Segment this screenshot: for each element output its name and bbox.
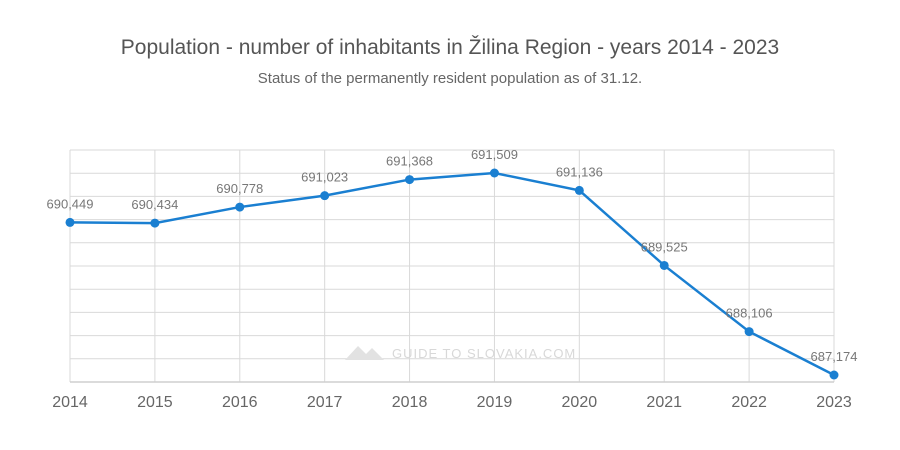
data-label: 690,778: [216, 181, 263, 196]
data-label: 687,174: [811, 349, 858, 364]
x-tick-label: 2017: [307, 394, 343, 411]
data-point: [65, 217, 75, 227]
x-tick-label: 2018: [392, 394, 428, 411]
data-point: [320, 191, 330, 201]
watermark: GUIDE TO SLOVAKIA.COM: [345, 346, 576, 361]
x-tick-label: 2023: [816, 394, 852, 411]
x-tick-label: 2020: [562, 394, 598, 411]
mountain-logo-icon: [345, 346, 384, 360]
data-label: 691,136: [556, 164, 603, 179]
x-axis-ticks: 2014 2015 2016 2017 2018 2019 2020 2021 2022 2023: [52, 394, 852, 411]
data-labels: 690,449 690,434 690,778 691,023 691,368 691,5…: [47, 147, 858, 364]
data-label: 689,525: [641, 239, 688, 254]
chart-title: Population - number of inhabitants in Ži…: [120, 36, 780, 59]
chart-subtitle: Status of the permanently resident popul…: [257, 70, 643, 87]
data-point: [574, 185, 584, 195]
data-label: 690,449: [47, 196, 94, 211]
x-tick-label: 2015: [137, 394, 173, 411]
data-point: [744, 327, 754, 337]
data-label: 691,023: [301, 170, 348, 185]
gridlines: [69, 149, 835, 383]
series-line: [69, 171, 835, 377]
x-tick-label: 2016: [222, 394, 258, 411]
data-point: [829, 370, 839, 380]
data-points: [65, 168, 839, 380]
data-point: [235, 202, 245, 212]
data-point: [405, 175, 415, 185]
watermark-text: GUIDE TO SLOVAKIA.COM: [392, 346, 576, 361]
x-tick-label: 2021: [646, 394, 682, 411]
data-label: 691,368: [386, 154, 433, 169]
data-point: [150, 218, 160, 228]
x-tick-label: 2022: [731, 394, 767, 411]
x-tick-label: 2014: [52, 394, 88, 411]
data-label: 688,106: [726, 306, 773, 321]
data-point: [659, 260, 669, 270]
data-label: 690,434: [131, 197, 178, 212]
x-tick-label: 2019: [477, 394, 513, 411]
data-point: [489, 168, 499, 178]
data-label: 691,509: [471, 147, 518, 162]
